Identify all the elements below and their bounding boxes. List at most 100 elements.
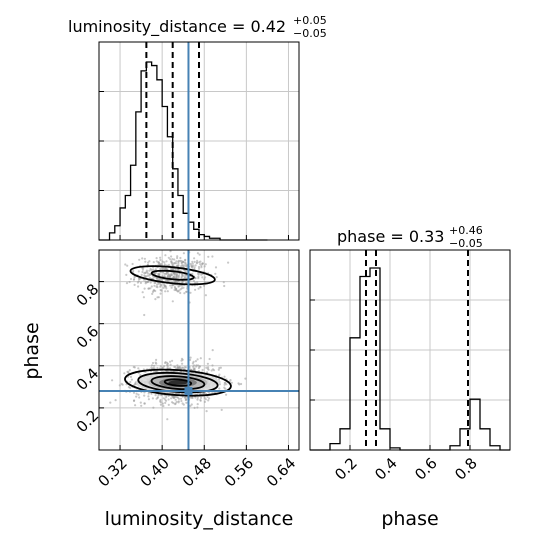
joint-phase-tick-labels: 0.2 0.4 0.6 0.8 [73, 280, 103, 436]
scatter-point [215, 276, 218, 279]
phase-quantile-lines [365, 250, 469, 450]
scatter-point [159, 256, 162, 259]
scatter-point [153, 367, 156, 370]
phase-histogram-ticks [310, 299, 471, 450]
scatter-point [159, 263, 162, 266]
scatter-point [193, 406, 196, 409]
scatter-point [211, 349, 214, 352]
scatter-point [203, 278, 206, 281]
scatter-point [203, 396, 206, 399]
scatter-point [169, 274, 172, 277]
scatter-point [183, 366, 186, 369]
scatter-point [129, 380, 132, 384]
scatter-point [169, 360, 172, 363]
scatter-point [181, 274, 184, 277]
scatter-point [173, 285, 176, 289]
scatter-point [179, 265, 183, 268]
scatter-point [146, 272, 149, 275]
scatter-point [176, 268, 179, 271]
scatter-point [184, 261, 187, 264]
scatter-point [180, 399, 183, 403]
scatter-point [159, 288, 162, 292]
joint-phase-tick-label-2: 0.6 [73, 322, 103, 352]
scatter-point [148, 269, 151, 272]
scatter-point [162, 404, 165, 408]
scatter-point [157, 261, 160, 264]
ld-tick-label-4: 0.64 [263, 454, 299, 490]
contour-0-0 [150, 269, 195, 281]
scatter-point [159, 267, 162, 270]
scatter-point [237, 382, 240, 385]
scatter-point [176, 364, 179, 367]
scatter-point [128, 280, 131, 284]
scatter-point [159, 401, 162, 404]
scatter-point [197, 364, 200, 367]
scatter-point [164, 267, 167, 270]
scatter-point [192, 360, 195, 363]
scatter-point [147, 398, 150, 401]
scatter-point [148, 273, 151, 276]
scatter-point [154, 289, 157, 293]
scatter-point [214, 266, 218, 269]
scatter-point [201, 368, 204, 372]
scatter-point [148, 260, 151, 263]
scatter-point [153, 271, 156, 275]
scatter-point [196, 281, 199, 284]
scatter-point [158, 282, 162, 285]
scatter-point [179, 288, 182, 291]
scatter-point [223, 383, 226, 386]
scatter-point [137, 367, 140, 370]
scatter-point [201, 262, 204, 266]
scatter-point [170, 286, 173, 289]
scatter-point [206, 371, 209, 374]
scatter-point [144, 280, 147, 283]
scatter-point [202, 392, 205, 395]
scatter-point [185, 290, 188, 293]
phase-tick-label-0: 0.2 [331, 454, 361, 484]
scatter-point [140, 404, 143, 407]
scatter-point [224, 387, 227, 390]
scatter-point [143, 394, 146, 397]
phase-tick-label-2: 0.6 [411, 454, 441, 484]
scatter-point [207, 255, 210, 258]
scatter-point [199, 396, 203, 399]
scatter-point [175, 260, 178, 263]
scatter-point [199, 285, 202, 288]
scatter-point [167, 394, 170, 397]
scatter-point [164, 290, 167, 293]
scatter-point [172, 396, 175, 399]
scatter-point [223, 284, 226, 288]
contour-1-1 [150, 375, 206, 391]
scatter-point [147, 287, 151, 290]
scatter-point [167, 256, 170, 259]
scatter-point [143, 287, 146, 290]
scatter-point [182, 403, 185, 406]
scatter-point [199, 357, 202, 360]
scatter-point [203, 281, 206, 284]
scatter-point [199, 263, 202, 266]
scatter-point [166, 362, 169, 365]
scatter-point [132, 399, 136, 402]
scatter-point [173, 258, 176, 261]
scatter-point [153, 284, 156, 287]
scatter-point [167, 403, 170, 406]
scatter-point [151, 361, 155, 365]
scatter-point [174, 398, 177, 401]
phase-tick-label-3: 0.8 [451, 454, 481, 484]
scatter-point [196, 259, 199, 262]
scatter-point [163, 283, 166, 286]
scatter-point [169, 250, 172, 253]
scatter-point [159, 284, 162, 287]
scatter-point [193, 266, 196, 269]
scatter-point [214, 272, 217, 275]
scatter-point [171, 359, 174, 362]
scatter-point [183, 292, 186, 295]
scatter-point [134, 404, 137, 407]
joint-contours [124, 265, 232, 397]
scatter-point [159, 394, 162, 397]
scatter-point [196, 406, 199, 409]
scatter-point [200, 273, 203, 276]
scatter-point [125, 273, 128, 276]
scatter-point [165, 370, 168, 373]
